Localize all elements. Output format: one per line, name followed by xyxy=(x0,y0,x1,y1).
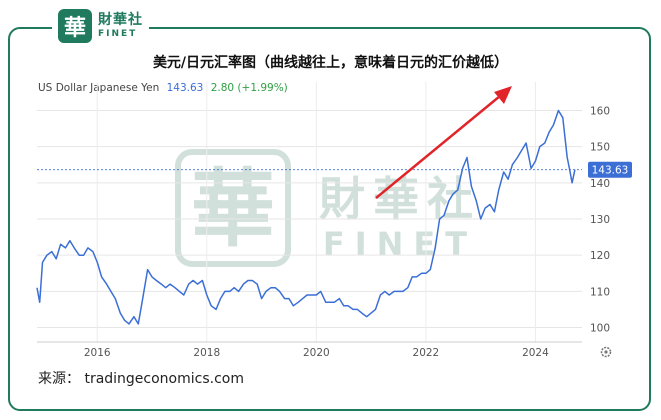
x-axis-ticks: 2016 2018 2020 2022 2024 xyxy=(84,347,549,359)
y-tick-label: 160 xyxy=(590,105,610,117)
logo-chinese-name: 財華社 xyxy=(98,12,143,28)
uptrend-arrow xyxy=(375,86,512,199)
chart-title: 美元/日元汇率图（曲线越往上，意味着日元的汇价越低） xyxy=(152,55,509,71)
series-line-usd-jpy xyxy=(36,109,576,325)
logo-seal: 華 xyxy=(58,9,92,43)
current-value-badge-box xyxy=(588,161,632,178)
y-tick-label: 130 xyxy=(590,214,610,226)
current-value-label: 143.63 xyxy=(592,165,629,177)
y-tick-label: 140 xyxy=(590,178,610,190)
legend-name: US Dollar Japanese Yen xyxy=(38,82,159,94)
x-tick-label: 2022 xyxy=(413,347,440,359)
logo-english-name: FINET xyxy=(98,29,138,39)
y-axis-ticks: 100 110 120 130 140 150 160 xyxy=(590,105,610,334)
arrow-head xyxy=(494,86,512,104)
y-tick-label: 120 xyxy=(590,250,610,262)
legend-series-name: US Dollar Japanese Yen 143.63 2.80 (+1.9… xyxy=(38,82,288,94)
gridlines xyxy=(37,82,582,343)
x-tick-label: 2020 xyxy=(303,347,330,359)
finet-watermark: 華 財華社 FINET xyxy=(175,149,481,267)
x-tick-label: 2018 xyxy=(193,347,220,359)
arrow-shaft xyxy=(375,95,501,199)
finet-logo: 華 財華社 FINET xyxy=(52,6,149,46)
x-tick-label: 2016 xyxy=(84,347,111,359)
y-tick-label: 150 xyxy=(590,142,610,154)
watermark-english-name: FINET xyxy=(323,225,477,263)
watermark-seal: 華 xyxy=(191,159,275,258)
gear-hub xyxy=(604,350,608,354)
source-caption: 来源： tradingeconomics.com xyxy=(38,371,244,387)
watermark-chinese-name: 財華社 xyxy=(319,172,481,226)
current-value-badge: 143.63 xyxy=(588,161,632,178)
x-tick-label: 2024 xyxy=(522,347,549,359)
gear-ring xyxy=(600,346,612,358)
watermark-seal-box xyxy=(175,149,291,267)
y-tick-label: 110 xyxy=(590,286,610,298)
settings-gear-icon[interactable] xyxy=(600,346,612,358)
legend-change: 2.80 (+1.99%) xyxy=(211,82,288,94)
legend-value: 143.63 xyxy=(167,82,204,94)
y-tick-label: 100 xyxy=(590,323,610,335)
